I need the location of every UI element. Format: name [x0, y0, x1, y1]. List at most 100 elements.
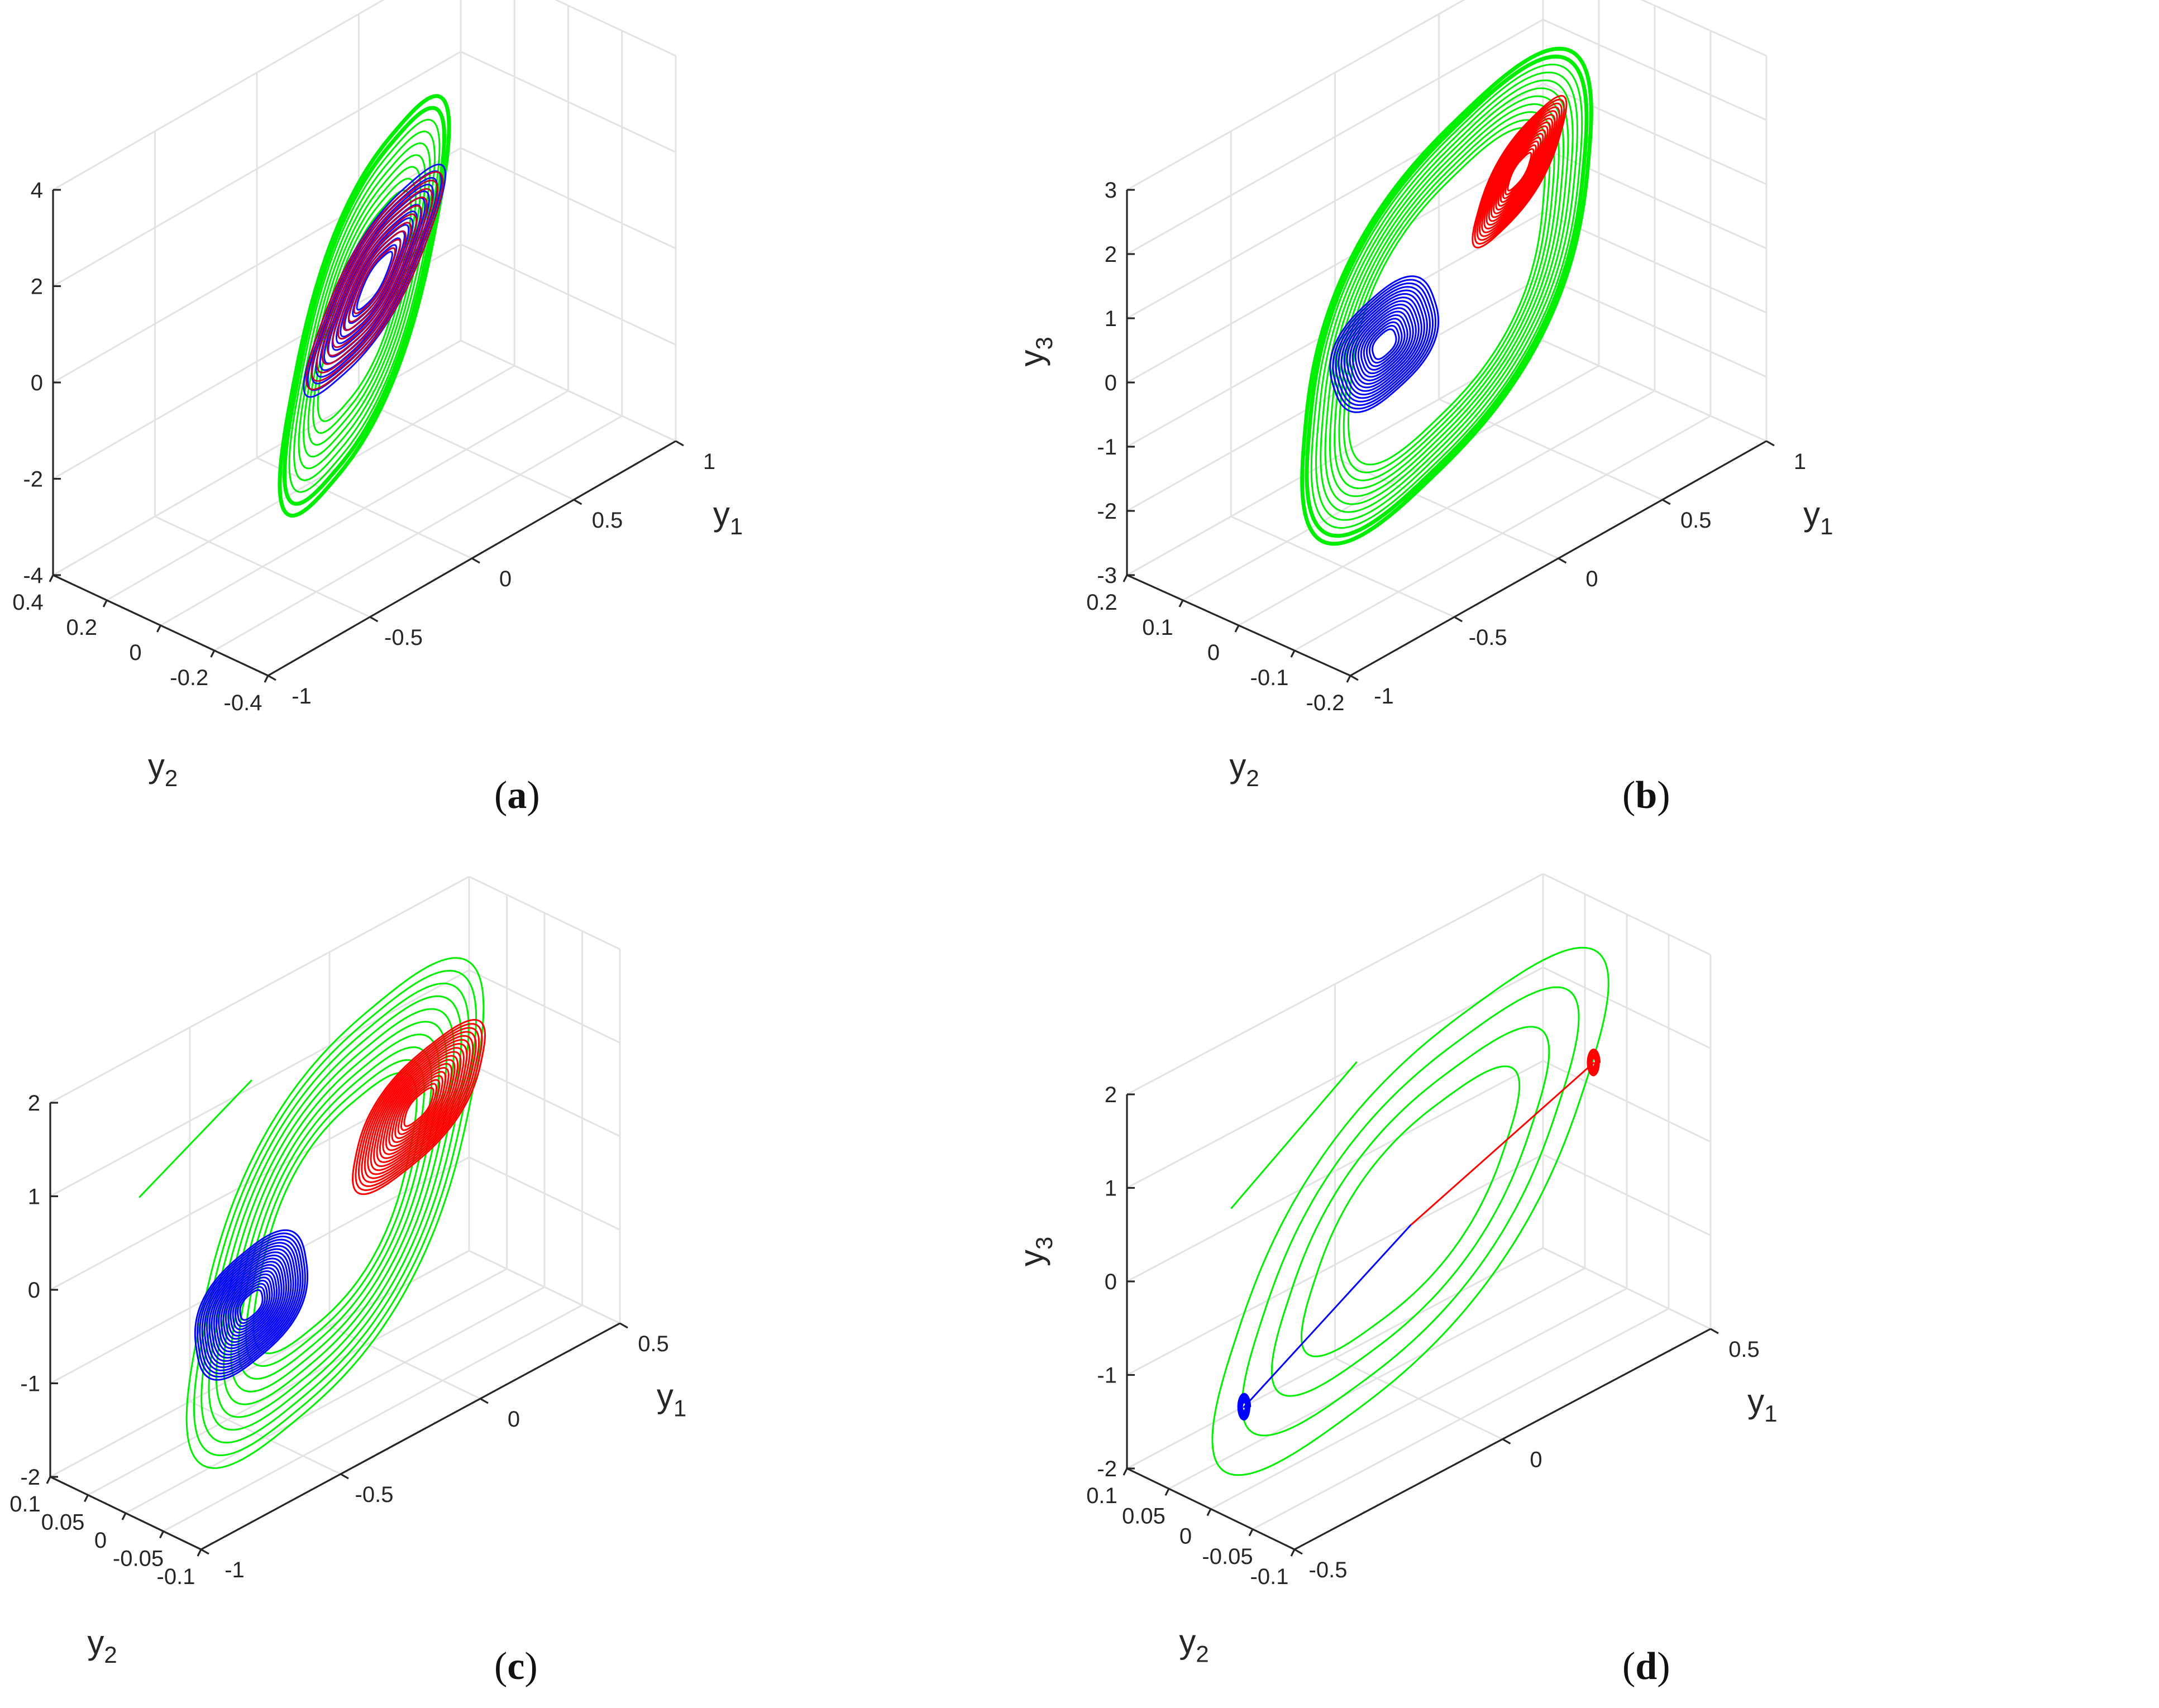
series-1-trajectory — [373, 1047, 465, 1168]
x-tick-label: -1 — [1374, 684, 1394, 709]
series-2-trajectory — [337, 222, 412, 340]
series-0-trajectory — [1305, 54, 1589, 538]
x-tick-mark — [1558, 557, 1567, 564]
y-tick-mark — [1234, 625, 1240, 633]
x-tick-label: 0.5 — [592, 508, 623, 533]
y-tick-mark — [197, 1549, 202, 1557]
y-axis-label: y2 — [1229, 747, 1259, 791]
z-tick-label: 0 — [28, 1278, 40, 1303]
series-2-trajectory — [1338, 286, 1431, 403]
x-tick-mark — [1454, 616, 1463, 623]
series-2-trajectory — [199, 1236, 304, 1375]
z-tick-label: -3 — [1097, 563, 1117, 588]
grid-line — [1126, 1247, 1544, 1470]
z-tick-label: 3 — [1105, 178, 1117, 203]
series-1-trajectory — [1499, 140, 1539, 203]
series-2-trajectory — [218, 1261, 285, 1350]
trajectories — [278, 94, 451, 518]
series-0-trajectory — [1324, 87, 1569, 505]
series-2-trajectory — [1332, 279, 1437, 410]
series-1-trajectory — [361, 1031, 477, 1183]
y-tick-label: 0 — [129, 640, 141, 665]
series-1-trajectory — [1497, 136, 1542, 207]
series-1-trajectory — [394, 1075, 443, 1139]
grid-line — [1542, 1154, 1711, 1236]
series-1-trajectory — [403, 1087, 434, 1127]
series-1-trajectory — [376, 1051, 462, 1163]
y-tick-label: 0.1 — [1086, 1484, 1117, 1508]
grid-line — [52, 147, 461, 384]
grid-line — [1126, 0, 1466, 191]
series-2-trajectory — [237, 1286, 266, 1324]
series-2-trajectory — [311, 179, 438, 382]
y-tick-mark — [102, 600, 108, 607]
series-2-trajectory — [321, 196, 428, 365]
grid-line — [1126, 1154, 1544, 1376]
grid-line — [50, 875, 470, 1104]
z-tick-label: 2 — [1105, 242, 1117, 267]
z-tick-label: 2 — [31, 275, 43, 299]
grid-line — [1542, 18, 1767, 121]
z-tick-label: -2 — [20, 1465, 40, 1490]
x-tick-label: 1 — [703, 449, 715, 474]
grid-line — [52, 0, 385, 191]
caption-b: (b) — [1622, 774, 1670, 817]
x-tick-mark — [1350, 674, 1359, 681]
grid — [49, 875, 621, 1551]
x-tick-mark — [200, 1548, 209, 1555]
series-2-trajectory — [1371, 328, 1397, 360]
trajectories — [1300, 46, 1593, 546]
series-1-trajectory — [1490, 125, 1549, 218]
panel-b-plot: -1 -0.5 0 0.5 1 0.2 0.1 0 -0.1 -0.2 3 2 1 0 -1 -2 -3 y1 y2… — [1013, 0, 1833, 791]
series-0-trajectory — [1300, 46, 1593, 546]
series-2-trajectory — [1357, 310, 1411, 378]
grid-line — [469, 1156, 620, 1231]
series-1-trajectory — [379, 1055, 459, 1159]
series-2-trajectory — [213, 1254, 290, 1356]
y-tick-mark — [264, 675, 269, 683]
z-tick-label: 1 — [28, 1185, 40, 1209]
series-2-trajectory — [327, 205, 423, 357]
y-tick-mark — [1123, 1468, 1128, 1476]
trajectories — [138, 957, 486, 1469]
x-tick-mark — [268, 674, 276, 681]
grid-line — [52, 51, 461, 287]
series-2-trajectory — [225, 1270, 278, 1340]
series-2-trajectory — [332, 213, 417, 348]
x-tick-mark — [369, 616, 379, 623]
x-tick-mark — [480, 1398, 489, 1404]
y-axis-label: y2 — [87, 1624, 117, 1668]
z-tick-label: -2 — [23, 467, 43, 492]
x-tick-label: 0.5 — [1680, 508, 1712, 533]
series-2-trajectory — [201, 1238, 302, 1371]
grid-line — [1238, 390, 1655, 626]
z-tick-label: 2 — [28, 1091, 40, 1116]
grid-line — [1542, 967, 1711, 1049]
y-tick-mark — [1290, 1549, 1296, 1557]
series-2-trajectory — [1360, 314, 1408, 375]
series-2-trajectory-spiral — [1237, 1393, 1252, 1421]
grid-line — [554, 0, 676, 57]
series-0-trajectory — [1320, 79, 1574, 513]
y-tick-label: -0.05 — [1202, 1544, 1253, 1569]
series-0-trajectory — [1334, 103, 1560, 490]
y-tick-mark — [1123, 575, 1128, 582]
series-2-trajectory — [1365, 321, 1403, 367]
series-2-trajectory — [1243, 1224, 1412, 1408]
y-tick-label: -0.1 — [1250, 666, 1289, 690]
series-2-trajectory — [239, 1289, 264, 1321]
z-tick-label: 2 — [1105, 1083, 1117, 1107]
z-tick-label: -1 — [1097, 435, 1117, 460]
grid-line — [1542, 1247, 1711, 1330]
grid-line — [1640, 0, 1767, 57]
series-2-trajectory — [194, 1229, 309, 1381]
y-tick-label: -0.1 — [157, 1565, 195, 1589]
series-0-trajectory — [1211, 946, 1609, 1476]
y-tick-label: -0.1 — [1250, 1565, 1289, 1589]
x-tick-mark — [573, 499, 582, 505]
grid-line — [469, 1063, 620, 1137]
series-2-trajectory — [1349, 300, 1420, 389]
trajectories — [1211, 946, 1609, 1476]
y-axis-label: y2 — [1179, 1623, 1209, 1667]
